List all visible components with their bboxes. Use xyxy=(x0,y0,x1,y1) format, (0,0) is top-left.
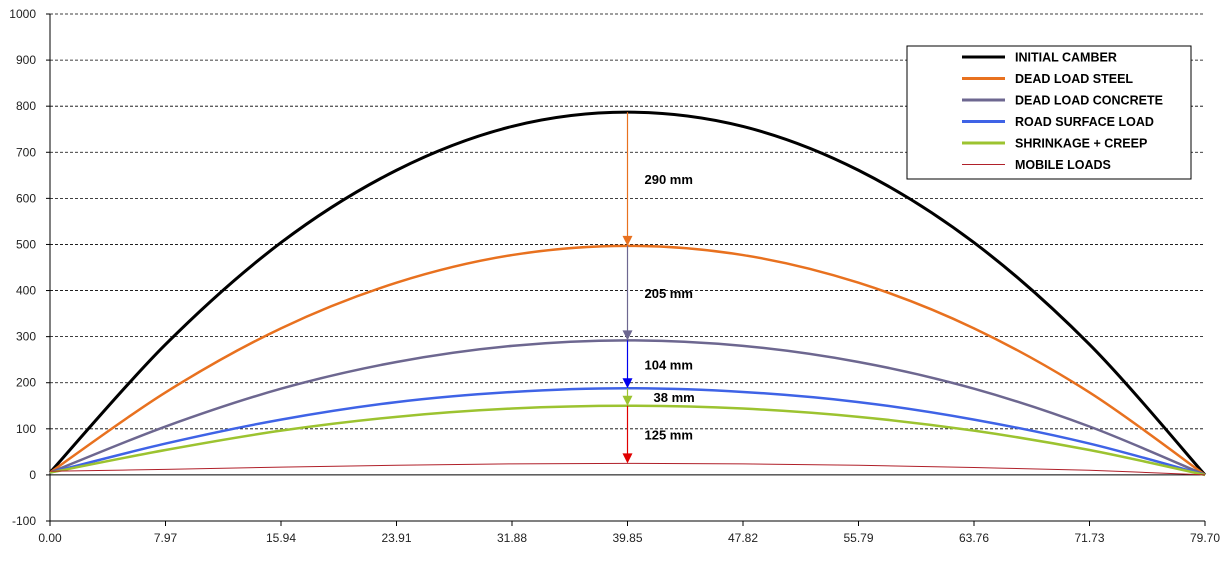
annotation-label: 290 mm xyxy=(645,172,693,187)
y-tick-label: 1000 xyxy=(9,7,36,21)
x-tick-label: 7.97 xyxy=(154,531,178,545)
y-tick-label: 700 xyxy=(16,145,36,159)
annotation-label: 104 mm xyxy=(645,357,693,372)
x-tick-label: 39.85 xyxy=(612,531,642,545)
legend-label: MOBILE LOADS xyxy=(1015,158,1111,172)
y-tick-label: -100 xyxy=(12,514,36,528)
x-tick-label: 31.88 xyxy=(497,531,527,545)
x-tick-label: 79.70 xyxy=(1190,531,1220,545)
annotation-label: 205 mm xyxy=(645,286,693,301)
x-tick-label: 63.76 xyxy=(959,531,989,545)
legend-label: SHRINKAGE + CREEP xyxy=(1015,137,1147,151)
arrowhead-icon xyxy=(622,330,633,341)
x-tick-label: 23.91 xyxy=(381,531,411,545)
x-tick-label: 71.73 xyxy=(1074,531,1104,545)
annotation-label: 125 mm xyxy=(645,428,693,443)
y-tick-label: 100 xyxy=(16,422,36,436)
x-tick-label: 55.79 xyxy=(843,531,873,545)
y-tick-label: 600 xyxy=(16,191,36,205)
legend xyxy=(906,45,1192,180)
legend-label: DEAD LOAD STEEL xyxy=(1015,72,1133,86)
arrowhead-icon xyxy=(622,395,633,406)
arrowhead-icon xyxy=(622,378,633,389)
legend-label: INITIAL CAMBER xyxy=(1015,51,1117,65)
y-tick-label: 300 xyxy=(16,330,36,344)
y-tick-label: 200 xyxy=(16,376,36,390)
y-tick-label: 0 xyxy=(29,468,36,482)
annotation-label: 38 mm xyxy=(654,390,695,405)
x-tick-label: 0.00 xyxy=(38,531,62,545)
y-tick-label: 400 xyxy=(16,284,36,298)
x-tick-label: 47.82 xyxy=(728,531,758,545)
legend-label: DEAD LOAD CONCRETE xyxy=(1015,94,1163,108)
legend-label: ROAD SURFACE LOAD xyxy=(1015,115,1154,129)
arrowhead-icon xyxy=(622,453,633,464)
x-tick-label: 15.94 xyxy=(266,531,296,545)
y-tick-label: 800 xyxy=(16,99,36,113)
y-tick-label: 900 xyxy=(16,53,36,67)
y-tick-label: 500 xyxy=(16,237,36,251)
series-line-mobile-loads xyxy=(49,462,1206,476)
arrowhead-icon xyxy=(622,235,633,246)
